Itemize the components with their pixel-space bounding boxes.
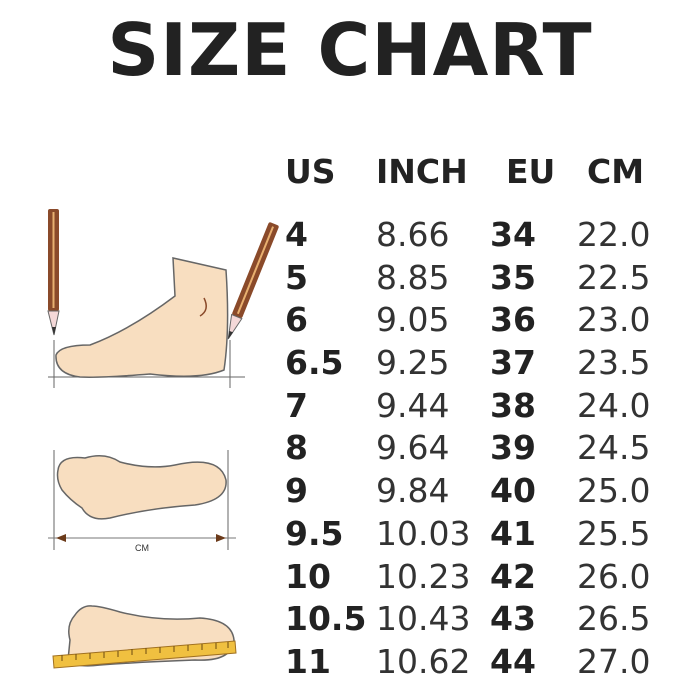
- cell-eu: 41: [490, 513, 536, 553]
- cell-inch: 8.85: [376, 257, 450, 297]
- cell-cm: 24.5: [577, 428, 651, 468]
- header-cm: CM: [587, 152, 645, 191]
- cell-cm: 23.5: [577, 343, 651, 383]
- cell-inch: 10.62: [376, 641, 471, 681]
- cell-us: 9.5: [285, 513, 344, 553]
- pencil-right-icon: [227, 222, 279, 340]
- header-us: US: [285, 152, 336, 191]
- cell-inch: 8.66: [376, 215, 450, 254]
- cell-cm: 22.5: [577, 257, 651, 297]
- cell-us: 10: [285, 556, 331, 596]
- cell-cm: 25.5: [577, 513, 651, 553]
- column-cm: CM 22.0 22.5 23.0 23.5 24.0 24.5 25.0 25.5 26.0 2…: [577, 150, 650, 684]
- column-eu: EU 34 35 36 37 38 39 40 41 42 43 44: [490, 150, 555, 684]
- cell-cm: 26.0: [577, 556, 651, 596]
- cell-cm: 27.0: [577, 641, 651, 681]
- cell-inch: 9.44: [376, 385, 450, 425]
- ruler-icon: [52, 640, 237, 669]
- cell-cm: 24.0: [577, 385, 651, 425]
- cell-inch: 9.25: [376, 343, 450, 383]
- header-inch: INCH: [376, 152, 468, 191]
- cell-us: 5: [285, 257, 308, 297]
- cell-cm: 23.0: [577, 300, 651, 340]
- cell-eu: 40: [490, 471, 536, 511]
- cell-cm: 22.0: [577, 215, 651, 254]
- cell-us: 4: [285, 215, 308, 254]
- cell-cm: 26.5: [577, 599, 651, 639]
- cell-eu: 43: [490, 599, 536, 639]
- column-inch: INCH 8.66 8.85 9.05 9.25 9.44 9.64 9.84 10.03 10…: [376, 150, 470, 684]
- cell-eu: 36: [490, 300, 536, 340]
- page-title: SIZE CHART: [107, 8, 593, 92]
- top-foot-illustration: CM: [48, 450, 236, 553]
- cell-us: 7: [285, 385, 308, 425]
- cell-eu: 39: [490, 428, 536, 468]
- cell-eu: 44: [490, 641, 536, 681]
- column-us: US 4 5 6 6.5 7 8 9 9.5 10 10.5 11: [285, 150, 366, 684]
- cell-us: 11: [285, 641, 331, 681]
- pencil-left-icon: [47, 209, 60, 336]
- cell-us: 6: [285, 300, 308, 340]
- cell-inch: 9.64: [376, 428, 450, 468]
- cell-us: 9: [285, 471, 308, 511]
- cell-inch: 10.43: [376, 599, 471, 639]
- cell-eu: 38: [490, 385, 536, 425]
- header-eu: EU: [506, 152, 556, 191]
- cell-eu: 42: [490, 556, 536, 596]
- cell-inch: 10.23: [376, 556, 471, 596]
- cell-inch: 9.05: [376, 300, 450, 340]
- cell-us: 6.5: [285, 343, 344, 383]
- measure-label: CM: [135, 543, 149, 553]
- cell-eu: 34: [490, 215, 536, 254]
- foot-with-ruler-illustration: [52, 605, 237, 669]
- cell-eu: 35: [490, 257, 536, 297]
- cell-cm: 25.0: [577, 471, 651, 511]
- cell-us: 10.5: [285, 599, 367, 639]
- cell-inch: 10.03: [376, 513, 471, 553]
- cell-eu: 37: [490, 343, 536, 383]
- cell-inch: 9.84: [376, 471, 450, 511]
- side-foot-illustration: [47, 209, 279, 388]
- cell-us: 8: [285, 428, 308, 468]
